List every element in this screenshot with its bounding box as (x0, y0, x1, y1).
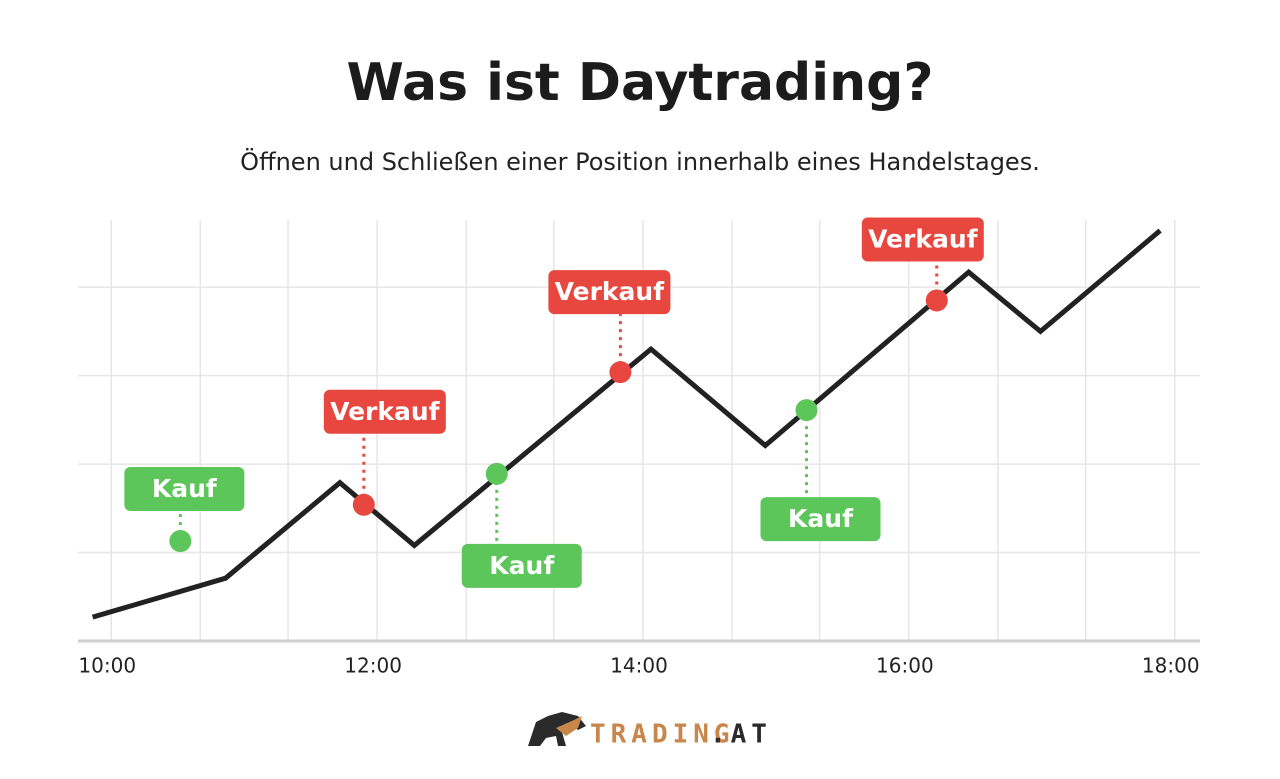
x-tick-label: 18:00 (1142, 654, 1200, 678)
signal-label: Verkauf (868, 224, 979, 253)
signal-label-box (861, 217, 984, 262)
x-tick-label: 16:00 (876, 654, 934, 678)
x-tick-label: 14:00 (610, 654, 668, 678)
signal-marker (485, 462, 508, 485)
signal-label-box (323, 389, 446, 434)
signal-marker (795, 399, 818, 422)
signal-label-box (760, 497, 881, 542)
signal-label: Kauf (152, 474, 218, 503)
signal-marker (169, 530, 192, 553)
logo-suffix: .AT (710, 720, 772, 750)
signal-label: Verkauf (330, 397, 441, 426)
x-tick-label: 12:00 (344, 654, 402, 678)
plot: 10:00 12:00 14:00 16:00 18:00 Kauf Verkauf Kauf… (78, 217, 1200, 678)
x-tick-label: 10:00 (78, 654, 136, 678)
price-line (91, 228, 1162, 620)
signal-marker (925, 289, 948, 312)
signal-label: Verkauf (555, 277, 666, 306)
logo-main: TRADING (590, 720, 735, 750)
subtitle: Öffnen und Schließen einer Position inne… (240, 147, 1040, 176)
signal-marker (352, 493, 375, 516)
signal-label: Kauf (489, 551, 555, 580)
logo-icon-accent (556, 716, 582, 736)
signal-label-box (124, 467, 245, 512)
signal-marker (609, 361, 632, 384)
logo: TRADING .AT (528, 712, 772, 750)
logo-icon (528, 712, 586, 746)
title: Was ist Daytrading? (347, 53, 934, 113)
signal-label-box (461, 543, 582, 588)
signal-label: Kauf (788, 504, 854, 533)
signal-label-box (548, 270, 671, 315)
